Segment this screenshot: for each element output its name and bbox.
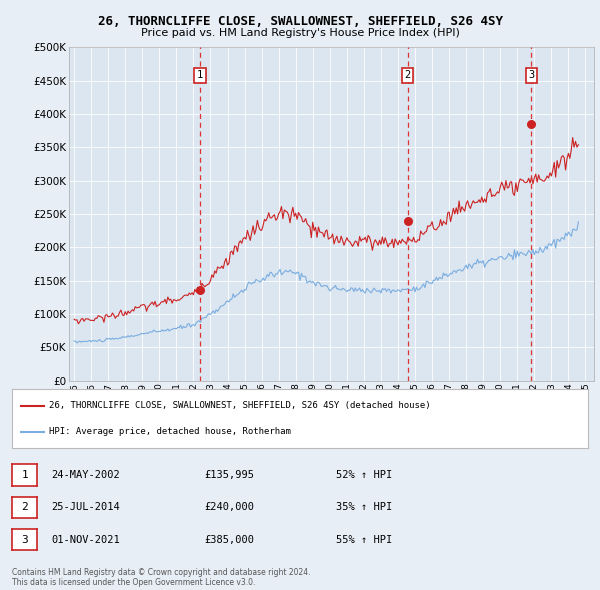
Text: Price paid vs. HM Land Registry's House Price Index (HPI): Price paid vs. HM Land Registry's House … <box>140 28 460 38</box>
Text: 35% ↑ HPI: 35% ↑ HPI <box>336 503 392 512</box>
Text: 55% ↑ HPI: 55% ↑ HPI <box>336 535 392 545</box>
Text: 3: 3 <box>529 70 535 80</box>
Point <box>403 216 412 225</box>
Text: £385,000: £385,000 <box>204 535 254 545</box>
Text: 52% ↑ HPI: 52% ↑ HPI <box>336 470 392 480</box>
Text: £135,995: £135,995 <box>204 470 254 480</box>
Text: 01-NOV-2021: 01-NOV-2021 <box>51 535 120 545</box>
Text: Contains HM Land Registry data © Crown copyright and database right 2024.
This d: Contains HM Land Registry data © Crown c… <box>12 568 311 587</box>
Text: £240,000: £240,000 <box>204 503 254 512</box>
Text: 26, THORNCLIFFE CLOSE, SWALLOWNEST, SHEFFIELD, S26 4SY (detached house): 26, THORNCLIFFE CLOSE, SWALLOWNEST, SHEF… <box>49 401 431 411</box>
Point <box>195 285 205 294</box>
Text: HPI: Average price, detached house, Rotherham: HPI: Average price, detached house, Roth… <box>49 427 292 437</box>
Text: 2: 2 <box>21 503 28 512</box>
Text: 25-JUL-2014: 25-JUL-2014 <box>51 503 120 512</box>
Text: 2: 2 <box>404 70 410 80</box>
Text: 24-MAY-2002: 24-MAY-2002 <box>51 470 120 480</box>
Text: 3: 3 <box>21 535 28 545</box>
Text: 1: 1 <box>21 470 28 480</box>
Text: 26, THORNCLIFFE CLOSE, SWALLOWNEST, SHEFFIELD, S26 4SY: 26, THORNCLIFFE CLOSE, SWALLOWNEST, SHEF… <box>97 15 503 28</box>
Point <box>527 119 536 129</box>
Text: 1: 1 <box>197 70 203 80</box>
